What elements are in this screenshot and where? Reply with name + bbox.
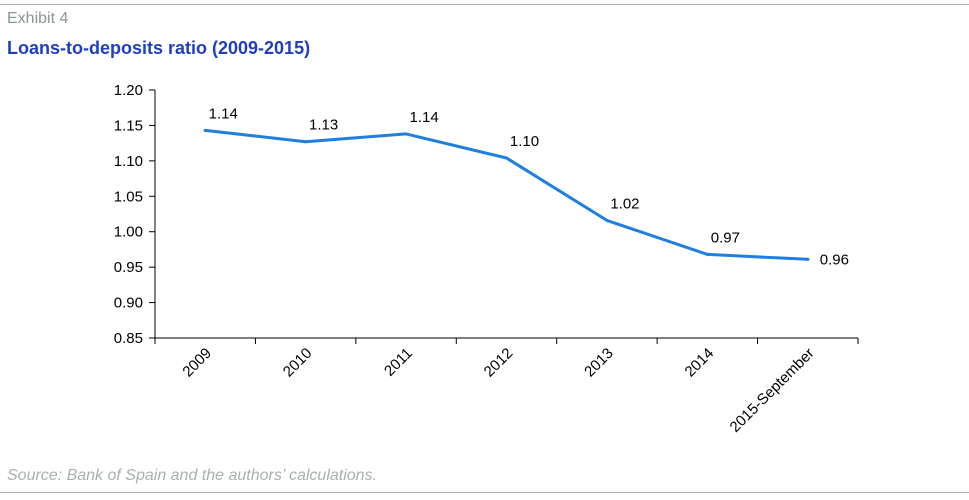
point-group — [203, 128, 810, 261]
data-label: 0.97 — [711, 229, 740, 246]
y-axis-ticks: 0.85 0.90 0.95 1.00 1.05 1.10 1.15 1.20 — [114, 82, 155, 347]
data-label: 1.10 — [510, 133, 539, 150]
x-axis-ticks: 2009 2010 2011 2012 2013 2014 2015-September — [154, 338, 859, 436]
bottom-rule — [0, 492, 969, 493]
data-label: 1.14 — [209, 105, 238, 122]
y-tick-label: 0.85 — [114, 330, 143, 347]
data-point — [705, 252, 709, 256]
data-label: 1.13 — [309, 117, 338, 134]
data-label: 0.96 — [820, 251, 849, 268]
data-point — [806, 257, 810, 261]
y-tick-label: 1.10 — [114, 153, 143, 170]
source-note: Source: Bank of Spain and the authors’ c… — [7, 467, 378, 484]
y-tick-label: 1.15 — [114, 117, 143, 134]
y-tick-label: 1.05 — [114, 188, 143, 205]
x-category-label: 2009 — [179, 345, 215, 381]
top-rule — [0, 4, 969, 5]
data-point — [304, 140, 308, 144]
x-category-label: 2013 — [581, 345, 617, 381]
x-category-label: 2015-September — [727, 345, 818, 436]
data-point — [203, 128, 207, 132]
y-tick-label: 1.20 — [114, 82, 143, 99]
data-label: 1.14 — [409, 109, 438, 126]
exhibit-label: Exhibit 4 — [7, 10, 69, 27]
chart-axes — [154, 90, 858, 339]
data-point — [505, 156, 508, 160]
x-category-label: 2012 — [481, 345, 517, 381]
y-tick-label: 0.90 — [114, 295, 143, 312]
y-tick-label: 1.00 — [114, 224, 143, 241]
data-point — [404, 132, 408, 136]
chart-title: Loans-to-deposits ratio (2009-2015) — [7, 38, 311, 58]
x-category-label: 2010 — [280, 345, 316, 381]
data-label-group: 1.14 1.13 1.14 1.10 1.02 0.97 0.96 — [209, 105, 849, 268]
data-label: 1.02 — [610, 195, 639, 212]
x-category-label: 2014 — [682, 345, 718, 381]
y-tick-label: 0.95 — [114, 259, 143, 276]
x-category-label: 2011 — [381, 345, 416, 380]
data-point — [605, 218, 609, 222]
